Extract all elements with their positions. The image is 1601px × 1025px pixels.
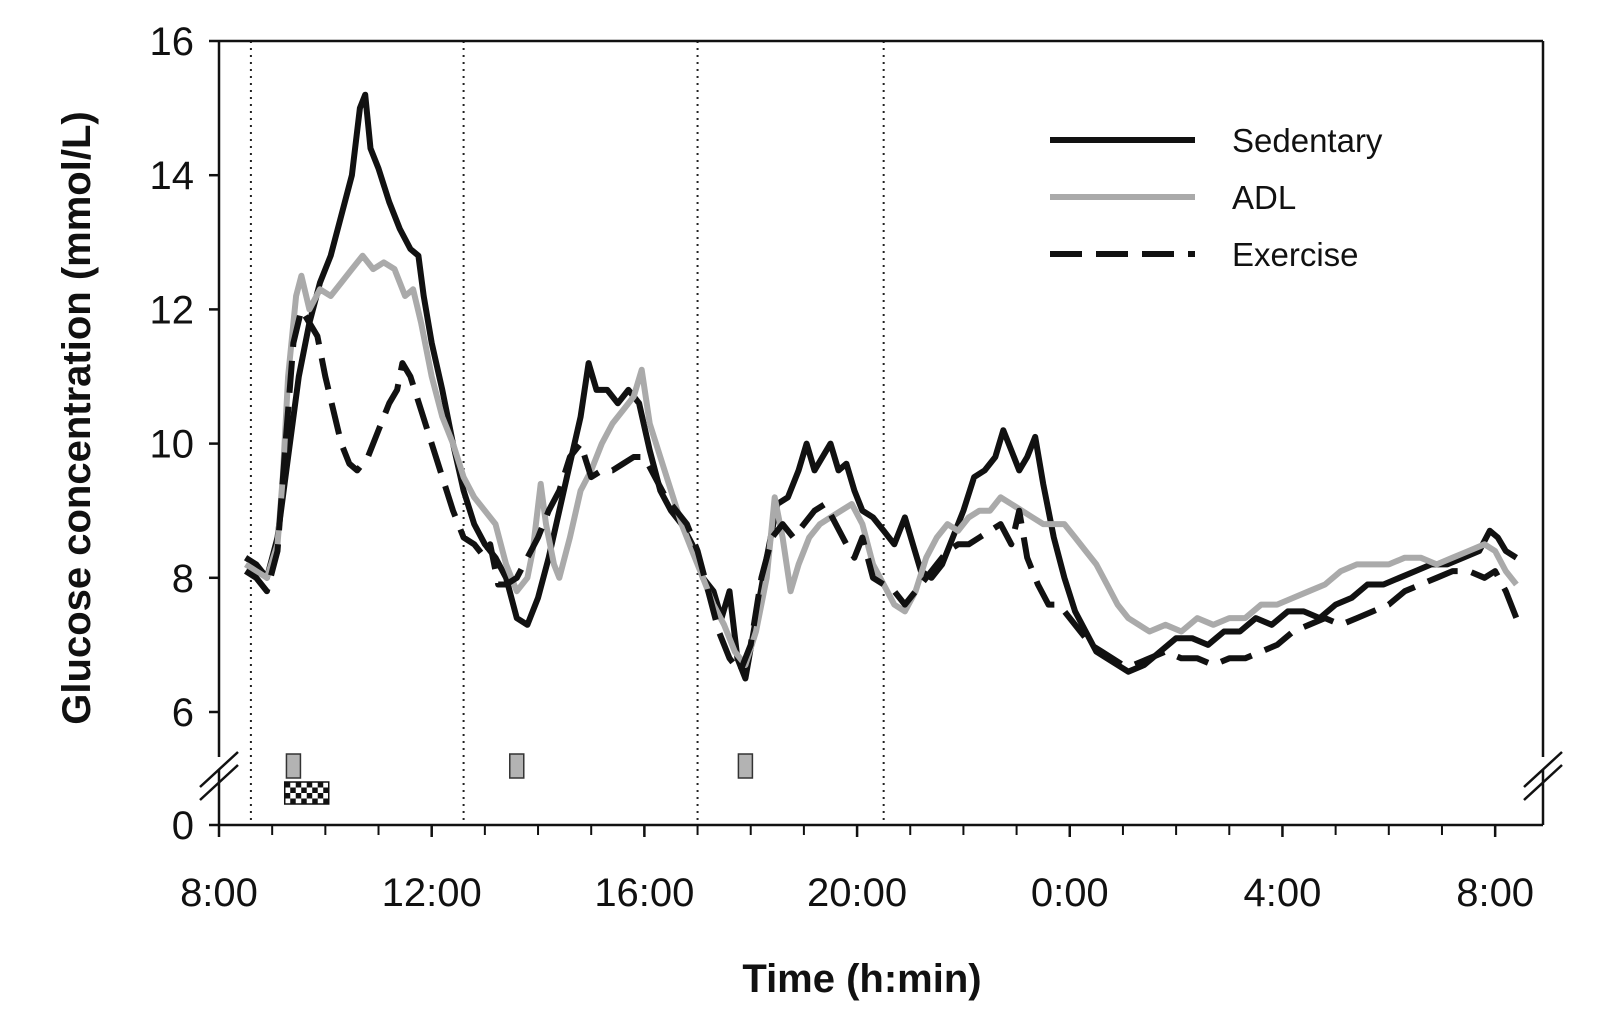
checker-cell	[284, 793, 291, 799]
axis-break-mark-right	[1523, 764, 1563, 801]
checker-cell	[301, 798, 307, 804]
series-line-exercise	[243, 306, 1520, 675]
x-tick-label: 16:00	[594, 871, 694, 915]
tick-labels: 6 8 10 12 14 16 0 8:00 12:00 16:00 20:00 0:00 4:00 8:…	[150, 20, 1535, 915]
checker-cell	[306, 782, 313, 788]
x-tick-label: 8:00	[1456, 871, 1534, 915]
legend-label-exercise: Exercise	[1232, 236, 1359, 273]
checker-cell	[284, 782, 291, 788]
x-tick-label: 20:00	[807, 871, 907, 915]
x-axis-title: Time (h:min)	[742, 957, 981, 1001]
checker-cell	[312, 787, 318, 793]
checker-cell	[312, 798, 318, 804]
activity-marker-checkered	[283, 781, 330, 805]
checker-cell	[290, 787, 296, 793]
y-tick-label: 6	[172, 691, 194, 735]
y-tick-label: 14	[150, 154, 195, 198]
x-tick-label: 0:00	[1031, 871, 1109, 915]
checker-cell	[301, 787, 307, 793]
legend-label-adl: ADL	[1232, 179, 1296, 216]
checker-cell	[323, 798, 329, 804]
meal-markers	[283, 753, 754, 805]
series-line-adl	[243, 252, 1519, 668]
axis-break-mark-right	[1523, 751, 1563, 788]
checker-cell	[317, 782, 324, 788]
axes	[199, 39, 1563, 837]
y-tick-label: 10	[150, 423, 195, 467]
checker-cell	[295, 793, 302, 799]
y-tick-label: 8	[172, 557, 194, 601]
checker-cell	[323, 787, 329, 793]
meal-marker	[285, 753, 302, 779]
y-tick-label: 0	[172, 804, 194, 848]
y-axis-title: Glucose concentration (mmol/L)	[55, 111, 99, 724]
y-tick-label: 16	[150, 20, 195, 64]
x-tick-label: 8:00	[180, 871, 258, 915]
checker-cell	[295, 782, 302, 788]
meal-marker	[509, 753, 525, 779]
meal-marker	[737, 753, 754, 779]
x-tick-label: 12:00	[382, 871, 482, 915]
meal-time-lines	[249, 41, 885, 825]
y-tick-label: 12	[150, 288, 195, 332]
series-line-sedentary	[243, 91, 1519, 682]
checker-cell	[290, 798, 296, 804]
axis-break-mark-left	[199, 751, 239, 788]
checker-cell	[306, 793, 313, 799]
legend: Sedentary ADL Exercise	[1050, 122, 1383, 273]
series-lines	[243, 91, 1520, 682]
checker-cell	[317, 793, 324, 799]
axis-break-mark-left	[199, 764, 239, 801]
x-tick-label: 4:00	[1244, 871, 1322, 915]
legend-label-sedentary: Sedentary	[1232, 122, 1383, 159]
